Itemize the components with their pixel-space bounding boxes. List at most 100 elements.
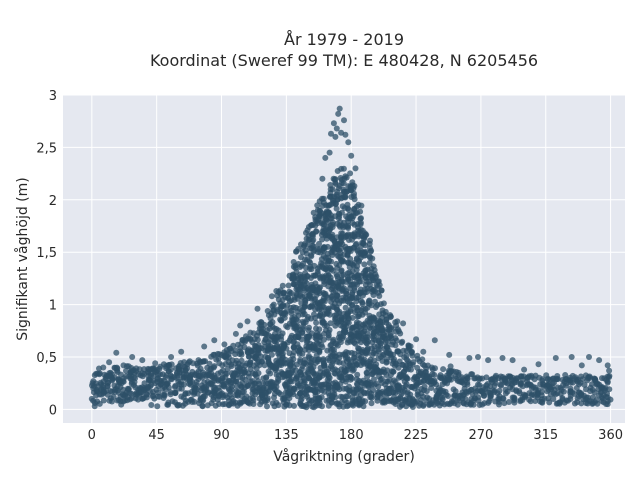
data-point xyxy=(428,385,435,391)
data-point xyxy=(139,357,146,364)
data-point xyxy=(336,308,343,315)
data-point xyxy=(370,292,377,298)
data-point xyxy=(344,201,351,208)
data-point xyxy=(378,375,385,382)
data-point xyxy=(162,374,169,381)
data-point xyxy=(326,311,333,318)
data-point xyxy=(181,381,187,388)
data-point xyxy=(340,165,347,172)
y-tick-label: 1,5 xyxy=(36,246,57,261)
data-point xyxy=(286,395,293,402)
data-point xyxy=(593,397,600,404)
data-point xyxy=(316,240,322,247)
data-point xyxy=(367,237,373,244)
data-point xyxy=(118,401,125,408)
data-point xyxy=(358,202,365,209)
data-point xyxy=(568,354,575,360)
data-point xyxy=(319,236,325,243)
data-point xyxy=(394,326,401,333)
data-point xyxy=(394,318,401,325)
data-point xyxy=(199,403,206,410)
data-point xyxy=(232,347,239,354)
data-point xyxy=(464,381,471,388)
data-point xyxy=(562,382,569,389)
data-point xyxy=(328,130,334,137)
data-point xyxy=(285,282,292,289)
data-point xyxy=(369,255,376,262)
data-point xyxy=(360,240,367,247)
data-point xyxy=(326,257,333,264)
y-tick-label: 1 xyxy=(49,299,57,314)
data-point xyxy=(323,215,330,222)
data-point xyxy=(329,224,336,230)
data-point xyxy=(202,358,209,365)
data-point xyxy=(407,343,414,350)
data-point xyxy=(120,378,126,385)
data-point xyxy=(505,399,512,405)
data-point xyxy=(301,379,308,386)
data-point xyxy=(378,287,385,294)
data-point xyxy=(392,342,399,349)
data-point xyxy=(298,336,305,343)
chart-title: År 1979 - 2019 xyxy=(284,30,404,49)
data-point xyxy=(363,231,370,238)
data-point xyxy=(420,348,427,355)
data-point xyxy=(423,365,430,372)
data-point xyxy=(313,319,320,326)
y-tick-label: 2,5 xyxy=(36,141,57,156)
data-point xyxy=(206,360,213,367)
data-point xyxy=(598,398,605,404)
data-point xyxy=(390,351,397,358)
data-point xyxy=(211,337,218,344)
data-point xyxy=(445,393,451,399)
data-point xyxy=(306,324,312,331)
data-point xyxy=(391,356,398,363)
data-point xyxy=(165,384,172,391)
data-point xyxy=(546,399,553,406)
data-point xyxy=(410,359,417,366)
data-point xyxy=(328,294,335,300)
data-point xyxy=(279,282,286,289)
data-point xyxy=(186,358,193,365)
data-point xyxy=(160,361,167,368)
data-point xyxy=(319,403,325,410)
data-point xyxy=(275,377,282,384)
data-point xyxy=(333,205,340,212)
data-point xyxy=(273,383,280,390)
data-point xyxy=(423,388,430,395)
data-point xyxy=(327,320,334,327)
data-point xyxy=(268,293,275,300)
data-point xyxy=(383,317,390,323)
data-point xyxy=(385,322,392,328)
data-point xyxy=(345,319,352,326)
data-point xyxy=(329,186,336,193)
data-point xyxy=(325,272,332,279)
data-point xyxy=(338,257,345,264)
data-point xyxy=(278,333,285,340)
data-point xyxy=(603,377,610,383)
data-point xyxy=(324,243,331,250)
data-point xyxy=(384,367,391,374)
x-tick-label: 360 xyxy=(598,428,623,443)
data-point xyxy=(403,374,410,381)
data-point xyxy=(326,327,333,333)
data-point xyxy=(552,355,559,361)
data-point xyxy=(100,397,107,404)
data-point xyxy=(364,334,371,341)
data-point xyxy=(227,345,234,352)
data-point xyxy=(446,351,453,358)
data-point xyxy=(233,378,240,385)
data-point xyxy=(351,183,358,189)
data-point xyxy=(275,402,282,409)
data-point xyxy=(483,374,490,381)
data-point xyxy=(277,391,284,398)
data-point xyxy=(297,390,304,397)
data-point xyxy=(130,382,137,389)
data-point xyxy=(297,356,304,363)
data-point xyxy=(110,393,117,400)
data-point xyxy=(273,288,280,294)
data-point xyxy=(569,389,576,396)
data-point xyxy=(297,369,304,376)
data-point xyxy=(269,319,276,326)
data-point xyxy=(313,228,320,235)
